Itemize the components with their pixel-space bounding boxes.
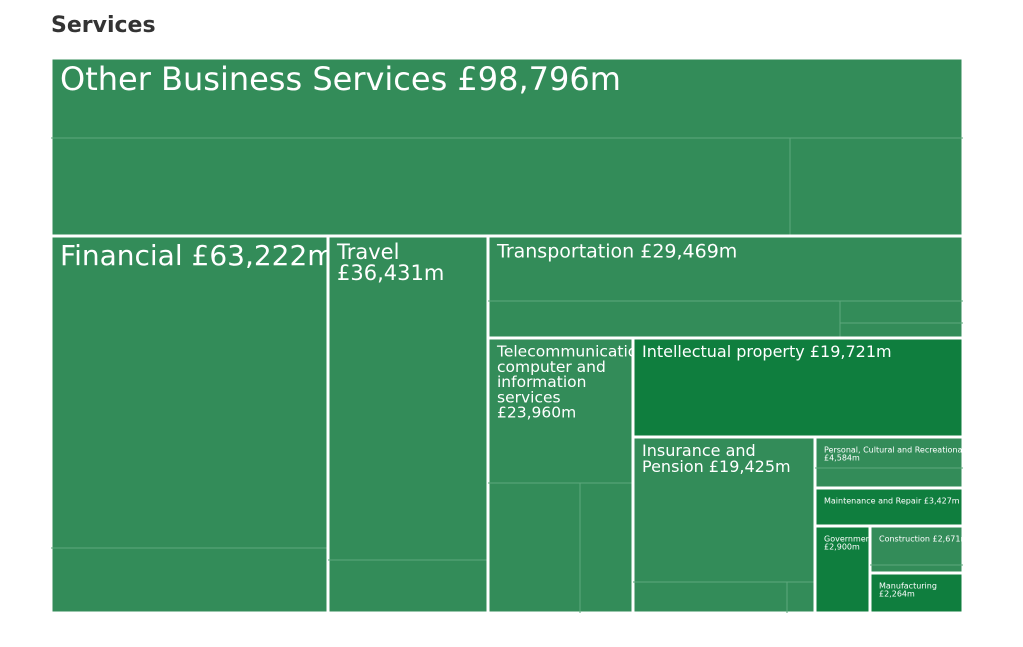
- treemap-label-financial: Financial £63,222m: [60, 239, 335, 272]
- treemap-rect-telecommunications-computer-and-information-services[interactable]: [486, 336, 635, 615]
- treemap-label-other-business-services: Other Business Services £98,796m: [60, 60, 621, 98]
- treemap-label-government: Government £2,900m: [824, 535, 874, 552]
- treemap-label-intellectual-property: Intellectual property £19,721m: [642, 342, 892, 361]
- treemap-label-maintenance-and-repair: Maintenance and Repair £3,427m: [824, 497, 960, 506]
- treemap-label-manufacturing: Manufacturing £2,264m: [879, 582, 937, 599]
- treemap-rect-manufacturing[interactable]: [868, 571, 965, 615]
- treemap-rect-construction[interactable]: [868, 524, 965, 575]
- treemap-rect-intellectual-property[interactable]: [631, 336, 965, 439]
- treemap-tile-telecommunications-computer-and-information-services[interactable]: Telecommunications, computer and informati…: [486, 336, 660, 615]
- treemap-label-travel: Travel £36,431m: [336, 240, 444, 285]
- treemap-label-telecommunications-computer-and-information-services: Telecommunications, computer and informati…: [496, 343, 660, 422]
- treemap-rect-financial[interactable]: [49, 234, 330, 615]
- treemap-label-construction: Construction £2,671m: [879, 535, 968, 544]
- treemap-tile-maintenance-and-repair[interactable]: Maintenance and Repair £3,427m: [813, 486, 965, 528]
- treemap-tile-other-business-services[interactable]: Other Business Services £98,796m: [49, 56, 965, 238]
- treemap-tile-government[interactable]: Government £2,900m: [813, 524, 874, 615]
- treemap-tile-construction[interactable]: Construction £2,671m: [868, 524, 968, 575]
- treemap-tile-travel[interactable]: Travel £36,431m: [326, 234, 490, 615]
- treemap-tile-manufacturing[interactable]: Manufacturing £2,264m: [868, 571, 965, 615]
- treemap-label-insurance-and-pension: Insurance and Pension £19,425m: [642, 441, 791, 476]
- treemap-tile-intellectual-property[interactable]: Intellectual property £19,721m: [631, 336, 965, 439]
- treemap-rect-travel[interactable]: [326, 234, 490, 615]
- treemap-tile-personal-cultural-and-recreational[interactable]: Personal, Cultural and Recreational £4,58…: [813, 435, 965, 490]
- treemap-rect-government[interactable]: [813, 524, 872, 615]
- treemap-tile-transportation[interactable]: Transportation £29,469m: [486, 234, 965, 340]
- treemap-rect-insurance-and-pension[interactable]: [631, 435, 817, 615]
- treemap-rect-other-business-services[interactable]: [49, 56, 965, 238]
- treemap-tile-insurance-and-pension[interactable]: Insurance and Pension £19,425m: [631, 435, 817, 615]
- chart-title: Services: [51, 13, 156, 38]
- treemap-rect-maintenance-and-repair[interactable]: [813, 486, 965, 528]
- treemap-label-personal-cultural-and-recreational: Personal, Cultural and Recreational £4,58…: [824, 446, 965, 463]
- treemap-label-transportation: Transportation £29,469m: [496, 241, 737, 263]
- treemap-tile-financial[interactable]: Financial £63,222m: [49, 234, 335, 615]
